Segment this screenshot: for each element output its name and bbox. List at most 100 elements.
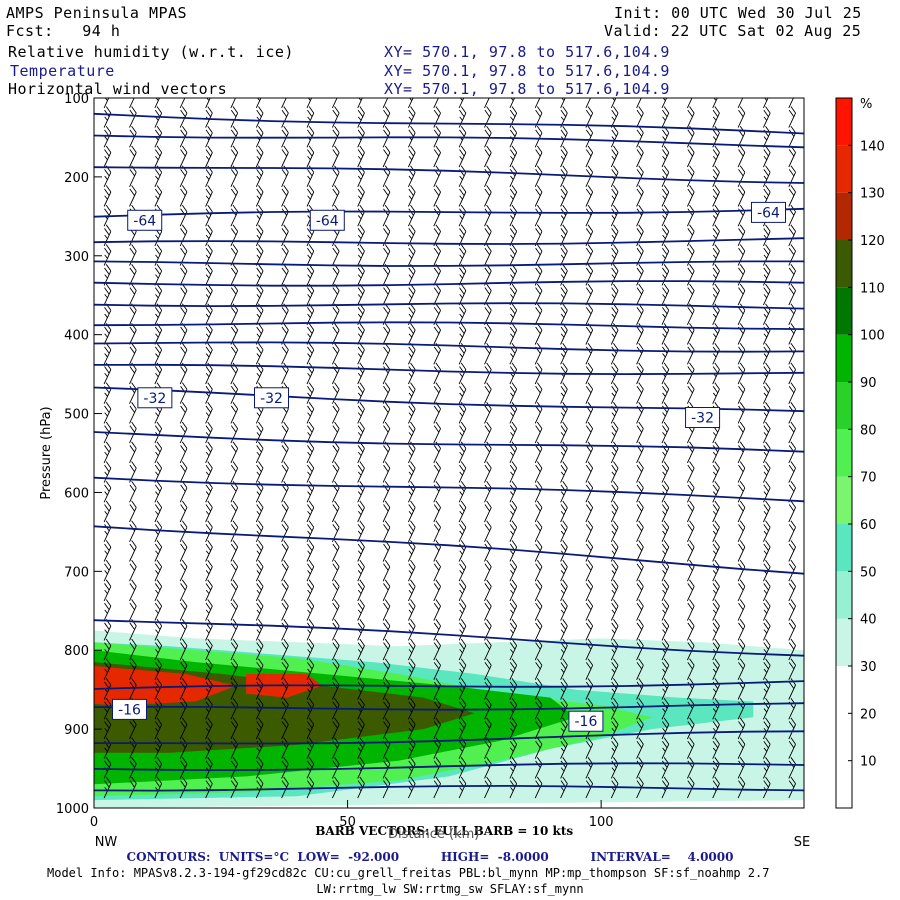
wind-barb [357,776,365,799]
wind-barb [179,283,188,306]
wind-barb [560,737,568,759]
wind-barb [129,106,137,128]
wind-barb [737,658,746,680]
wind-barb [230,125,239,148]
wind-barb [357,461,365,483]
wind-barb [382,717,391,740]
wind-barb [737,362,746,385]
wind-barb [686,382,695,404]
wind-barb [407,145,416,168]
wind-barb [509,185,518,207]
wind-barb [585,559,594,582]
wind-barb [560,500,568,523]
wind-barb [484,579,492,602]
wind-barb [306,540,315,562]
wind-barb [129,264,137,286]
wind-barb [534,697,543,720]
wind-barb [255,224,264,247]
wind-barb [179,264,188,286]
wind-barb [458,500,467,523]
wind-barb [509,382,518,404]
wind-barb [205,145,213,168]
wind-barb [407,658,416,680]
wind-barb [433,500,441,523]
wind-barb [534,323,543,345]
wind-barb [458,244,467,266]
wind-barb [560,342,568,365]
wind-barb [686,441,695,464]
wind-barb [458,185,467,207]
plot-frame [93,97,805,809]
wind-barb [255,638,264,661]
wind-barb [129,145,137,168]
wind-barb [661,480,670,503]
wind-barb [103,283,112,306]
wind-barb [306,520,315,542]
wind-barb [331,697,340,720]
wind-barb [610,520,619,542]
wind-barb [585,125,594,148]
wind-barb [306,185,315,207]
wind-barb [129,500,137,523]
wind-barb [712,619,720,641]
wind-barb [205,224,213,247]
wind-barb [737,165,746,187]
wind-barb [407,244,416,266]
wind-barb [154,441,163,464]
isotherm-line [94,431,804,453]
wind-barb [788,185,796,207]
wind-barb [103,520,112,542]
wind-barb [103,599,112,621]
colorbar-bin [836,713,852,761]
wind-barb [281,540,289,562]
colorbar-bin [836,571,852,619]
wind-barb [433,658,441,680]
wind-barb [585,402,594,424]
wind-barb [103,441,112,464]
wind-barb [179,362,188,385]
wind-barb [610,500,619,523]
isotherm-line [94,134,804,149]
wind-barb [154,125,163,148]
wind-barb [686,520,695,542]
wind-barb [509,461,518,483]
wind-barb [179,106,188,128]
wind-barb [154,461,163,483]
wind-barb [458,98,467,109]
wind-barb [686,776,695,799]
wind-barb [281,244,289,266]
y-axis-title: Pressure (hPa) [39,406,54,499]
wind-barb [407,264,416,286]
wind-barb [560,402,568,424]
wind-barb [610,579,619,602]
wind-barb [103,362,112,385]
isotherm-line [94,762,804,772]
wind-barb [636,303,644,325]
wind-barb [585,579,594,602]
wind-barb [433,106,441,128]
wind-barb [458,362,467,385]
wind-barb [636,441,644,464]
isotherm-line [94,702,804,711]
wind-barb [661,697,670,720]
wind-barb [306,106,315,128]
wind-barb [762,342,771,365]
wind-barb [255,658,264,680]
wind-barb [788,480,796,503]
wind-barb [179,98,188,109]
wind-barb [458,382,467,404]
wind-barb [103,500,112,523]
wind-barb [205,500,213,523]
wind-barb [585,619,594,641]
wind-barb [255,283,264,306]
wind-barb [205,402,213,424]
wind-barb [686,303,695,325]
wind-barb [534,638,543,661]
wind-barb [230,342,239,365]
wind-barb [357,362,365,385]
wind-barb [560,717,568,740]
wind-barb [636,658,644,680]
wind-barb [306,619,315,641]
wind-barb [230,658,239,680]
isotherm-line [94,280,804,287]
